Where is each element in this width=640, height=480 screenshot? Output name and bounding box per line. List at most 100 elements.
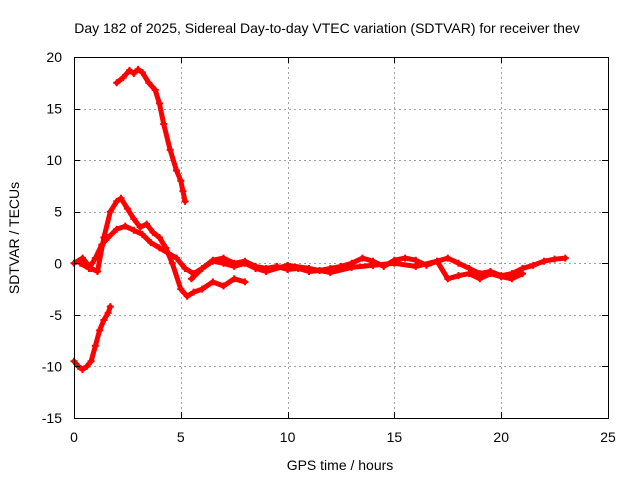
data-point [173,254,181,262]
plot-frame [74,57,609,419]
grid [74,57,608,418]
series-line [71,304,113,372]
data-point [230,275,238,283]
data-point [83,362,91,370]
y-tick-label: 15 [46,101,62,117]
data-point [130,215,138,223]
data-point [401,254,409,262]
y-tick-label: 5 [54,204,62,220]
data-point [126,66,134,74]
data-point [93,268,101,276]
data-point [179,187,187,195]
data-point [98,241,106,249]
data-point [529,261,537,269]
data-point [136,223,144,231]
data-point [497,273,505,281]
data-point [551,255,559,263]
data-point [104,309,112,317]
data-point [220,282,228,290]
data-point [181,264,189,272]
y-tick-label: 0 [54,255,62,271]
data-point [358,254,366,262]
data-point [87,357,95,365]
series-rising-arc-low [70,303,114,374]
data-point [198,264,206,272]
y-tick-label: -15 [42,410,62,426]
data-point [181,197,189,205]
x-tick-label: 25 [600,429,616,445]
data-point [183,292,191,300]
data-point [160,120,168,128]
data-point [168,259,176,267]
y-tick-label: -10 [42,358,62,374]
data-point [241,278,249,286]
data-point [121,222,129,230]
data-point [151,86,159,94]
x-axis-label: GPS time / hours [287,457,394,473]
y-axis-label: SDTVAR / TECUs [6,182,22,294]
data-point [220,259,228,267]
data-point [326,269,334,277]
data-point [164,249,172,257]
y-tick-label: -5 [50,307,63,323]
data-point [113,197,121,205]
data-point [198,285,206,293]
data-point [104,234,112,241]
data-point [155,99,163,107]
series-midday-band-lower [187,257,527,283]
data-point [252,264,260,272]
data-point [113,79,121,87]
data-point [540,257,548,265]
y-axis-ticks: -15 -10 -5 0 5 10 15 20 [42,49,608,426]
data-point [454,259,462,267]
data-point [433,257,441,265]
data-point [487,270,495,278]
data-point [79,254,87,262]
data-point [305,264,313,272]
data-point [187,275,195,283]
data-point [96,326,104,334]
data-point [91,342,99,350]
data-point [476,275,484,283]
data-point [106,208,114,216]
data-point [454,272,462,280]
data-point [444,254,452,262]
data-point [149,228,157,236]
data-point [145,79,153,87]
data-point [348,263,356,271]
chart-title: Day 182 of 2025, Sidereal Day-to-day VTE… [74,20,580,36]
data-series [70,65,569,374]
data-point [230,262,238,270]
data-point [119,74,127,82]
data-point [508,275,516,283]
y-tick-label: 10 [46,152,62,168]
data-point [138,230,146,238]
data-point [100,316,108,324]
series-rising-arc-high [113,65,189,205]
data-point [147,239,155,247]
data-point [106,303,114,311]
x-tick-label: 20 [493,429,509,445]
data-point [177,285,185,293]
data-point [117,194,125,202]
data-point [123,205,131,213]
data-point [262,268,270,276]
data-point [173,166,181,174]
data-point [177,177,185,185]
data-point [143,220,151,228]
x-tick-label: 10 [280,429,296,445]
series-line [114,66,188,204]
x-tick-label: 0 [70,429,78,445]
x-tick-label: 15 [387,429,403,445]
data-point [444,275,452,283]
data-point [561,254,569,262]
data-point [412,256,420,264]
data-point [412,262,420,270]
data-point [390,259,398,267]
x-tick-label: 5 [177,429,185,445]
data-point [79,366,87,374]
data-point [91,254,99,262]
data-point [519,270,527,278]
data-point [190,288,198,296]
